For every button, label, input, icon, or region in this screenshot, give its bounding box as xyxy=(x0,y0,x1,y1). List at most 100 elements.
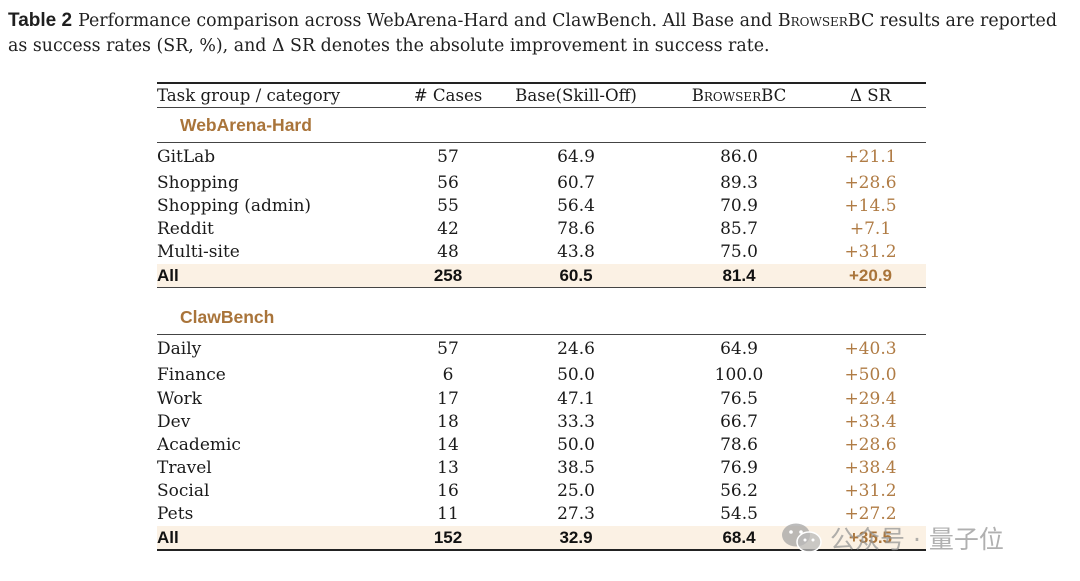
cell-delta: +33.4 xyxy=(844,411,897,432)
cell-cases: 42 xyxy=(437,219,459,240)
header-browserbc: BrowserBC xyxy=(691,86,787,105)
table-row: Shopping (admin) 55 56.4 70.9 +14.5 xyxy=(157,195,926,218)
table-row: GitLab 57 64.9 86.0 +21.1 xyxy=(157,143,926,173)
total-row: All 258 60.5 81.4 +20.9 xyxy=(157,264,926,289)
table-row: Pets 11 27.3 54.5 +27.2 xyxy=(157,503,926,526)
cell-delta: +21.1 xyxy=(844,147,897,168)
cell-base: 47.1 xyxy=(557,388,595,409)
total-delta: +35.5 xyxy=(815,526,926,552)
cell-task: Multi-site xyxy=(157,242,240,263)
cell-delta: +7.1 xyxy=(849,219,892,240)
header-row: Task group / category # Cases Base(Skill… xyxy=(157,83,926,108)
cell-browserbc: 66.7 xyxy=(720,411,758,432)
cell-browserbc: 56.2 xyxy=(720,480,758,501)
cell-browserbc: 75.0 xyxy=(720,242,758,263)
cell-task: Travel xyxy=(157,457,212,478)
table-row: Travel 13 38.5 76.9 +38.4 xyxy=(157,457,926,480)
cell-cases: 14 xyxy=(437,434,459,455)
cell-task: Academic xyxy=(157,434,241,455)
cell-base: 27.3 xyxy=(557,504,595,525)
group-name: ClawBench xyxy=(157,300,926,336)
cell-delta: +31.2 xyxy=(844,480,897,501)
total-base: 60.5 xyxy=(489,264,663,289)
table-row: Work 17 47.1 76.5 +29.4 xyxy=(157,388,926,411)
caption-label: Table 2 xyxy=(8,10,73,31)
total-browserbc: 81.4 xyxy=(663,264,815,289)
table-row: Social 16 25.0 56.2 +31.2 xyxy=(157,480,926,503)
cell-cases: 56 xyxy=(437,173,459,194)
cell-cases: 11 xyxy=(437,504,459,525)
cell-delta: +28.6 xyxy=(844,173,897,194)
cell-cases: 18 xyxy=(437,411,459,432)
cell-delta: +40.3 xyxy=(844,339,897,360)
total-task: All xyxy=(157,526,407,552)
cell-delta: +28.6 xyxy=(844,434,897,455)
cell-cases: 16 xyxy=(437,480,459,501)
cell-delta: +14.5 xyxy=(844,196,897,217)
cell-cases: 17 xyxy=(437,388,459,409)
cell-task: Reddit xyxy=(157,219,214,240)
cell-cases: 13 xyxy=(437,457,459,478)
cell-task: Work xyxy=(157,388,202,409)
header-task: Task group / category xyxy=(157,86,341,105)
group-gap xyxy=(157,288,926,301)
table-row: Finance 6 50.0 100.0 +50.0 xyxy=(157,364,926,387)
cell-base: 33.3 xyxy=(557,411,595,432)
table-row: Dev 18 33.3 66.7 +33.4 xyxy=(157,411,926,434)
total-cases: 152 xyxy=(407,526,489,552)
performance-table: Task group / category # Cases Base(Skill… xyxy=(157,82,926,552)
cell-task: Shopping (admin) xyxy=(157,196,312,217)
table-row: Multi-site 48 43.8 75.0 +31.2 xyxy=(157,241,926,264)
cell-cases: 48 xyxy=(437,242,459,263)
cell-base: 24.6 xyxy=(557,339,595,360)
cell-base: 25.0 xyxy=(557,480,595,501)
table-caption: Table 2 Performance comparison across Web… xyxy=(8,8,1074,59)
cell-base: 50.0 xyxy=(557,365,595,386)
cell-base: 50.0 xyxy=(557,434,595,455)
cell-base: 60.7 xyxy=(557,173,595,194)
cell-base: 56.4 xyxy=(557,196,595,217)
cell-delta: +27.2 xyxy=(844,504,897,525)
group-name: WebArena-Hard xyxy=(157,107,926,144)
caption-text: Performance comparison across WebArena-H… xyxy=(78,11,778,31)
header-base: Base(Skill-Off) xyxy=(515,86,637,105)
cell-task: Finance xyxy=(157,365,226,386)
cell-cases: 57 xyxy=(437,339,459,360)
group-header-row: ClawBench xyxy=(157,300,926,336)
total-base: 32.9 xyxy=(489,526,663,552)
cell-browserbc: 70.9 xyxy=(720,196,758,217)
header-delta-sr: Δ SR xyxy=(849,86,892,105)
cell-delta: +50.0 xyxy=(844,365,897,386)
cell-delta: +29.4 xyxy=(844,388,897,409)
cell-delta: +31.2 xyxy=(844,242,897,263)
watermark-text: 公众号 · 量子位 xyxy=(830,525,1004,554)
cell-browserbc: 64.9 xyxy=(720,339,758,360)
table-row: Reddit 42 78.6 85.7 +7.1 xyxy=(157,218,926,241)
cell-task: Dev xyxy=(157,411,191,432)
cell-base: 38.5 xyxy=(557,457,595,478)
cell-base: 43.8 xyxy=(557,242,595,263)
cell-browserbc: 100.0 xyxy=(714,365,764,386)
cell-delta: +38.4 xyxy=(844,457,897,478)
cell-task: Pets xyxy=(157,504,194,525)
cell-base: 78.6 xyxy=(557,219,595,240)
caption-system-name: BrowserBC xyxy=(777,11,875,31)
cell-browserbc: 85.7 xyxy=(720,219,758,240)
cell-browserbc: 86.0 xyxy=(720,147,758,168)
cell-cases: 6 xyxy=(442,365,454,386)
cell-task: Shopping xyxy=(157,173,239,194)
cell-base: 64.9 xyxy=(557,147,595,168)
cell-cases: 57 xyxy=(437,147,459,168)
total-delta: +20.9 xyxy=(815,264,926,289)
cell-task: Social xyxy=(157,480,210,501)
cell-browserbc: 76.5 xyxy=(720,388,758,409)
total-task: All xyxy=(157,264,407,289)
total-cases: 258 xyxy=(407,264,489,289)
watermark: 公众号 · 量子位 xyxy=(780,520,1004,556)
wechat-icon xyxy=(782,523,822,553)
table-row: Daily 57 24.6 64.9 +40.3 xyxy=(157,335,926,365)
header-cases: # Cases xyxy=(413,86,483,105)
cell-browserbc: 78.6 xyxy=(720,434,758,455)
cell-browserbc: 76.9 xyxy=(720,457,758,478)
cell-task: Daily xyxy=(157,339,202,360)
